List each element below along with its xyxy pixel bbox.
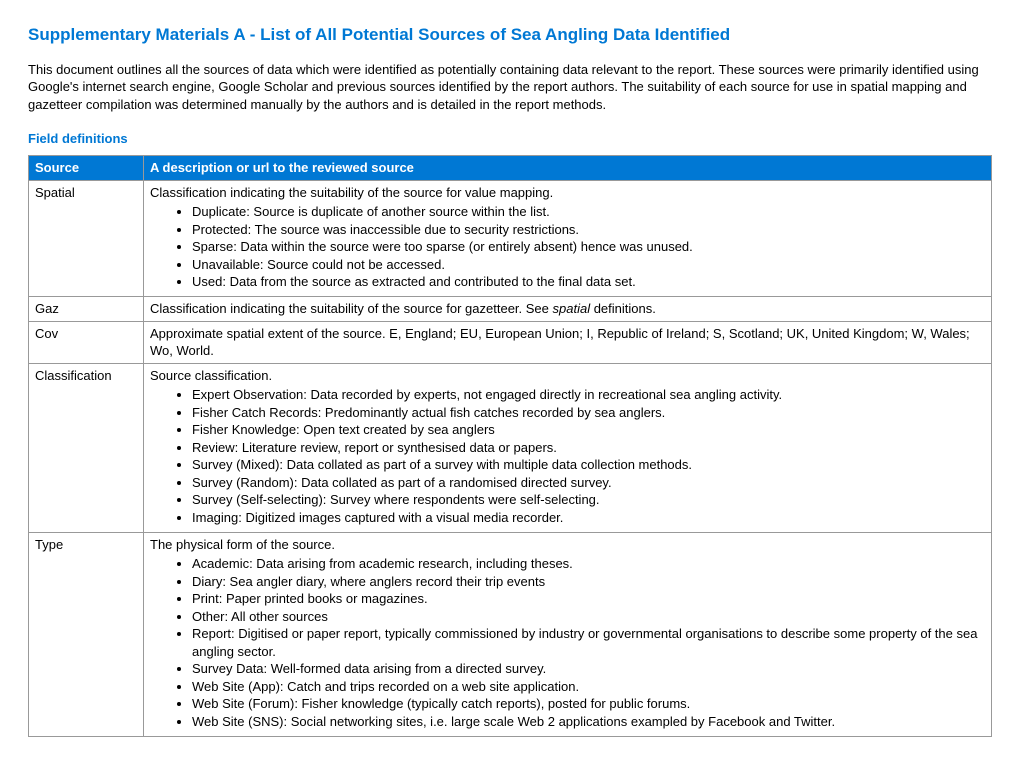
list-item: Print: Paper printed books or magazines. — [192, 590, 985, 608]
row-content: Classification indicating the suitabilit… — [144, 296, 992, 321]
row-content: Approximate spatial extent of the source… — [144, 321, 992, 363]
row-label: Cov — [29, 321, 144, 363]
list-item: Other: All other sources — [192, 608, 985, 626]
row-label: Spatial — [29, 180, 144, 296]
table-row: Type The physical form of the source. Ac… — [29, 532, 992, 736]
row-content: Classification indicating the suitabilit… — [144, 180, 992, 296]
row-lead: The physical form of the source. — [150, 537, 335, 552]
row-lead: Source classification. — [150, 368, 272, 383]
list-item: Duplicate: Source is duplicate of anothe… — [192, 203, 985, 221]
list-item: Survey Data: Well-formed data arising fr… — [192, 660, 985, 678]
intro-paragraph: This document outlines all the sources o… — [28, 61, 992, 114]
list-item: Survey (Random): Data collated as part o… — [192, 474, 985, 492]
table-header-row: Source A description or url to the revie… — [29, 156, 992, 181]
header-source: Source — [29, 156, 144, 181]
row-lead-b: definitions. — [590, 301, 656, 316]
list-item: Protected: The source was inaccessible d… — [192, 221, 985, 239]
row-label: Gaz — [29, 296, 144, 321]
list-item: Report: Digitised or paper report, typic… — [192, 625, 985, 660]
row-content: Source classification. Expert Observatio… — [144, 363, 992, 532]
row-label: Type — [29, 532, 144, 736]
row-list: Expert Observation: Data recorded by exp… — [150, 386, 985, 526]
list-item: Survey (Mixed): Data collated as part of… — [192, 456, 985, 474]
list-item: Web Site (Forum): Fisher knowledge (typi… — [192, 695, 985, 713]
table-row: Gaz Classification indicating the suitab… — [29, 296, 992, 321]
field-definitions-heading: Field definitions — [28, 130, 992, 148]
list-item: Unavailable: Source could not be accesse… — [192, 256, 985, 274]
row-lead: Classification indicating the suitabilit… — [150, 185, 553, 200]
table-row: Spatial Classification indicating the su… — [29, 180, 992, 296]
row-lead-a: Classification indicating the suitabilit… — [150, 301, 553, 316]
list-item: Expert Observation: Data recorded by exp… — [192, 386, 985, 404]
list-item: Survey (Self-selecting): Survey where re… — [192, 491, 985, 509]
list-item: Imaging: Digitized images captured with … — [192, 509, 985, 527]
table-row: Classification Source classification. Ex… — [29, 363, 992, 532]
list-item: Diary: Sea angler diary, where anglers r… — [192, 573, 985, 591]
definitions-table: Source A description or url to the revie… — [28, 155, 992, 736]
row-label: Classification — [29, 363, 144, 532]
header-description: A description or url to the reviewed sou… — [144, 156, 992, 181]
table-row: Cov Approximate spatial extent of the so… — [29, 321, 992, 363]
list-item: Fisher Catch Records: Predominantly actu… — [192, 404, 985, 422]
row-list: Duplicate: Source is duplicate of anothe… — [150, 203, 985, 291]
row-list: Academic: Data arising from academic res… — [150, 555, 985, 730]
list-item: Academic: Data arising from academic res… — [192, 555, 985, 573]
page-title: Supplementary Materials A - List of All … — [28, 24, 992, 47]
list-item: Review: Literature review, report or syn… — [192, 439, 985, 457]
list-item: Web Site (SNS): Social networking sites,… — [192, 713, 985, 731]
list-item: Web Site (App): Catch and trips recorded… — [192, 678, 985, 696]
row-content: The physical form of the source. Academi… — [144, 532, 992, 736]
list-item: Sparse: Data within the source were too … — [192, 238, 985, 256]
list-item: Used: Data from the source as extracted … — [192, 273, 985, 291]
list-item: Fisher Knowledge: Open text created by s… — [192, 421, 985, 439]
row-lead-italic: spatial — [553, 301, 591, 316]
